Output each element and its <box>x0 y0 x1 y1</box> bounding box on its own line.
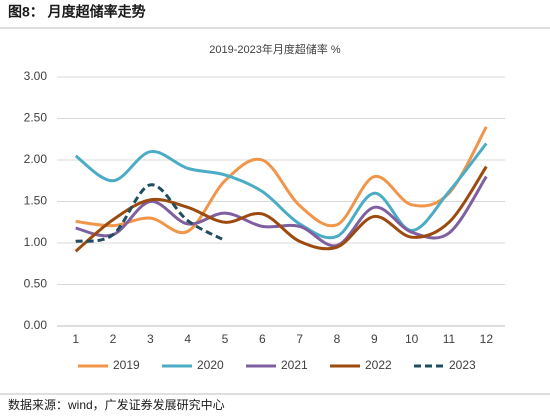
y-tick-label: 2.00 <box>24 152 48 166</box>
x-tick-label: 5 <box>222 332 229 346</box>
x-tick-label: 10 <box>405 332 419 346</box>
x-tick-label: 1 <box>72 332 79 346</box>
series-line <box>75 183 226 243</box>
series-line <box>74 165 488 253</box>
x-tick-label: 3 <box>147 332 154 346</box>
x-tick-label: 9 <box>371 332 378 346</box>
y-tick-label: 1.50 <box>24 194 48 208</box>
legend-label: 2022 <box>365 358 392 372</box>
x-tick-label: 7 <box>296 332 303 346</box>
x-tick-label: 2 <box>110 332 117 346</box>
chart-title: 2019-2023年月度超储率 % <box>209 42 341 56</box>
series-line <box>74 142 488 240</box>
y-tick-label: 1.00 <box>24 235 48 249</box>
legend-label: 2020 <box>197 358 224 372</box>
y-tick-label: 0.00 <box>24 318 48 332</box>
series-line <box>75 126 488 235</box>
x-tick-label: 4 <box>184 332 191 346</box>
x-tick-label: 12 <box>480 332 494 346</box>
y-tick-label: 0.50 <box>24 277 48 291</box>
y-tick-label: 2.50 <box>24 111 48 125</box>
header-title: 图8： 月度超储率走势 <box>8 4 146 20</box>
x-tick-label: 6 <box>259 332 266 346</box>
y-tick-label: 3.00 <box>24 69 48 83</box>
x-tick-label: 11 <box>443 332 456 346</box>
legend-label: 2019 <box>113 358 140 372</box>
source-note: 数据来源：wind，广发证券发展研究中心 <box>8 397 225 412</box>
series-line <box>75 175 488 248</box>
legend-label: 2023 <box>449 358 476 372</box>
legend-label: 2021 <box>281 358 308 372</box>
x-tick-label: 8 <box>334 332 341 346</box>
